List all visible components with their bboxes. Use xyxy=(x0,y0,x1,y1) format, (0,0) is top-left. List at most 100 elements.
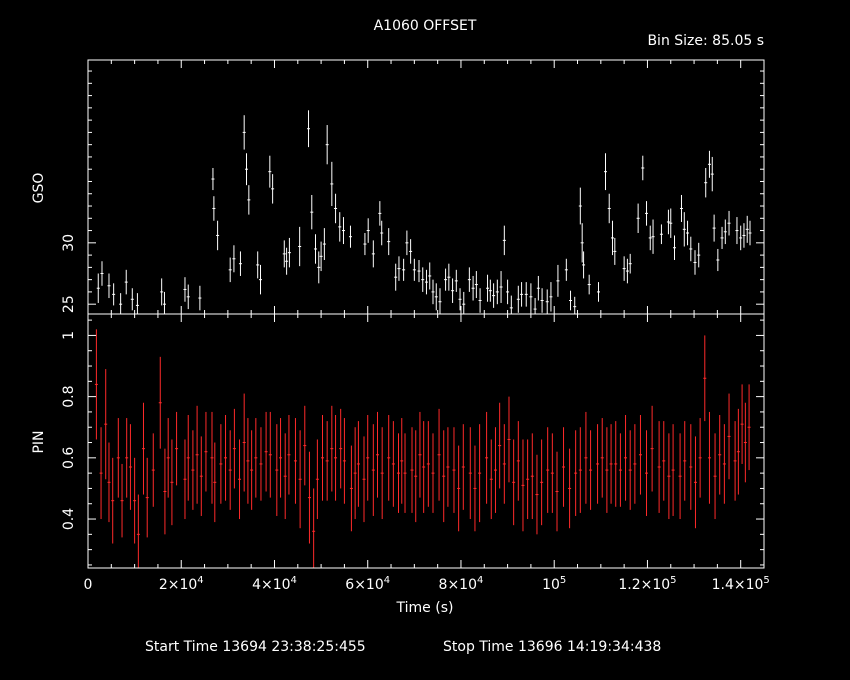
pin-point xyxy=(104,369,108,480)
gso-point xyxy=(434,283,438,311)
gso-point xyxy=(520,282,524,307)
pin-point xyxy=(722,424,726,504)
pin-point xyxy=(136,494,140,568)
pin-point xyxy=(141,402,145,495)
pin-point xyxy=(403,433,407,513)
gso-point xyxy=(338,212,342,242)
pin-x-tick-exponent: 4 xyxy=(197,575,203,586)
gso-point xyxy=(556,264,560,297)
pin-x-tick-exponent: 4 xyxy=(477,575,483,586)
pin-point xyxy=(349,445,353,532)
gso-point xyxy=(298,226,302,267)
gso-point xyxy=(488,279,492,302)
gso-point xyxy=(198,285,202,311)
pin-point xyxy=(638,414,642,495)
pin-point xyxy=(293,418,297,504)
pin-point xyxy=(426,421,430,507)
gso-point xyxy=(641,155,645,181)
gso-point xyxy=(310,194,314,230)
pin-point xyxy=(740,384,744,464)
pin-x-tick-label: 0 xyxy=(84,577,93,593)
gso-point xyxy=(394,263,398,291)
gso-point xyxy=(549,282,553,312)
pin-point xyxy=(589,430,593,510)
pin-point xyxy=(516,421,520,501)
pin-point xyxy=(145,457,149,538)
gso-point xyxy=(451,278,455,303)
pin-point xyxy=(321,414,325,501)
gso-panel: 25 30 GSO xyxy=(31,59,765,315)
gso-point xyxy=(625,258,629,284)
pin-point xyxy=(574,430,578,516)
gso-point xyxy=(431,279,435,305)
gso-point xyxy=(107,273,111,299)
pin-point xyxy=(342,418,346,504)
gso-point xyxy=(666,209,670,235)
pin-point xyxy=(418,411,422,498)
gso-point xyxy=(669,208,673,238)
pin-point xyxy=(228,430,232,510)
pin-axes: 0.40.60.810 2×104 4×104 6×104 8×104 105 1.2×10… xyxy=(61,313,770,593)
pin-point xyxy=(498,402,502,489)
gso-point xyxy=(564,258,568,281)
pin-point xyxy=(678,433,682,520)
gso-point xyxy=(613,237,617,265)
pin-point xyxy=(671,424,675,516)
pin-point xyxy=(689,424,693,510)
gso-point xyxy=(582,251,586,279)
gso-y-tick-label: 30 xyxy=(61,234,77,252)
pin-point xyxy=(578,427,582,513)
gso-point xyxy=(745,215,749,243)
gso-point xyxy=(707,150,711,178)
pin-point xyxy=(204,411,208,492)
gso-point xyxy=(216,220,220,251)
time-axis-label: Time (s) xyxy=(396,600,454,616)
pin-point xyxy=(618,433,622,507)
gso-point xyxy=(645,201,649,226)
gso-point xyxy=(268,155,272,188)
gso-point xyxy=(524,282,528,307)
pin-x-tick-exponent: 4 xyxy=(291,575,297,586)
pin-point xyxy=(307,451,311,544)
pin-point xyxy=(452,427,456,513)
gso-point xyxy=(569,290,573,311)
gso-point xyxy=(421,267,425,292)
pin-point xyxy=(380,427,384,520)
pin-point xyxy=(163,448,167,535)
pin-y-tick-label: 0.6 xyxy=(61,447,77,469)
pin-point xyxy=(633,424,637,504)
pin-point xyxy=(391,421,395,507)
pin-point xyxy=(698,418,702,498)
pin-x-tick-label: 1.2×105 xyxy=(618,575,676,593)
gso-point xyxy=(486,274,490,302)
pin-point xyxy=(353,427,357,520)
pin-point xyxy=(727,393,731,480)
pin-point xyxy=(555,451,559,532)
gso-point xyxy=(135,293,139,314)
pin-point xyxy=(99,427,103,520)
pin-point xyxy=(521,439,525,532)
pin-point xyxy=(507,396,511,483)
pin-point xyxy=(707,411,711,504)
gso-point xyxy=(287,237,291,268)
gso-point xyxy=(238,251,242,276)
pin-frame xyxy=(87,313,765,569)
gso-point xyxy=(409,239,413,264)
pin-point xyxy=(116,418,120,498)
gso-point xyxy=(533,298,537,314)
gso-point xyxy=(378,201,382,226)
gso-point xyxy=(258,264,262,295)
pin-point xyxy=(303,405,307,486)
pin-point xyxy=(356,421,360,507)
pin-point xyxy=(609,424,613,504)
pin-point xyxy=(238,439,242,520)
pin-point xyxy=(736,408,740,495)
pin-point xyxy=(107,442,111,523)
gso-point xyxy=(322,228,326,261)
pin-point xyxy=(376,411,380,498)
pin-series xyxy=(94,329,751,568)
pin-point xyxy=(366,414,370,501)
pin-point xyxy=(747,384,751,471)
